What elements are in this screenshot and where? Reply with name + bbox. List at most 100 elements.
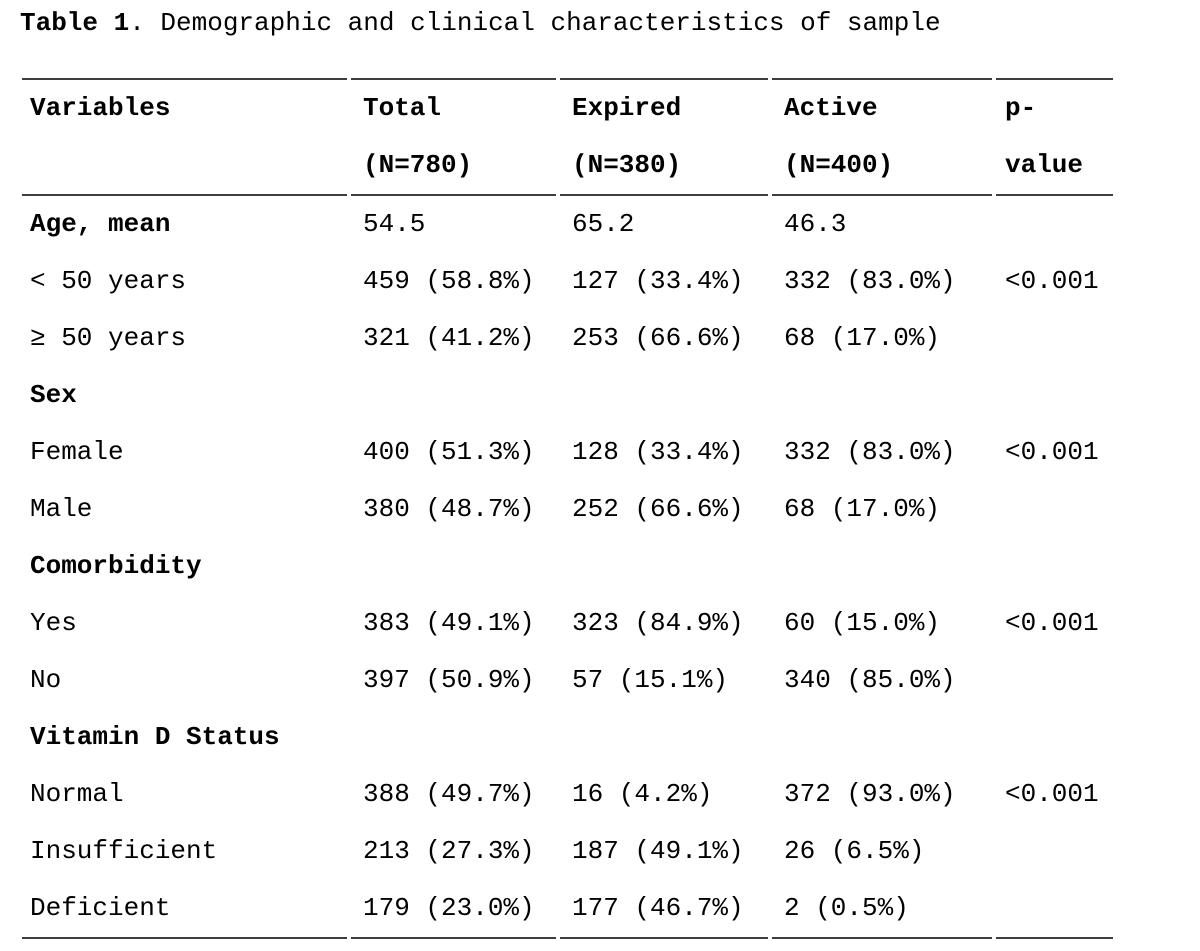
cell-expired: 253 (66.6%) (572, 323, 744, 353)
cell-total: 380 (48.7%) (363, 494, 535, 524)
cell-expired (560, 367, 768, 424)
cell-variable: ≥ 50 years (30, 323, 187, 353)
cell-variable: < 50 years (30, 266, 187, 296)
cell-pvalue (996, 196, 1113, 253)
cell-pvalue (996, 823, 1113, 880)
cell-variable: Male (30, 494, 93, 524)
cell-expired: 16 (4.2%) (572, 779, 713, 809)
cell-pvalue: <0.001 (1005, 779, 1099, 809)
cell-total: 213 (27.3%) (363, 836, 535, 866)
column-header-pvalue: p- value (996, 78, 1113, 196)
table-row: Female 400 (51.3%) 128 (33.4%) 332 (83.0%) <… (22, 424, 1113, 481)
cell-active: 2 (0.5%) (772, 880, 992, 939)
cell-expired: 187 (49.1%) (572, 836, 744, 866)
cell-pvalue (996, 652, 1113, 709)
cell-total: 459 (58.8%) (363, 266, 535, 296)
cell-pvalue (996, 367, 1113, 424)
cell-total: 321 (41.2%) (363, 323, 535, 353)
cell-expired (560, 709, 768, 766)
table-row: Deficient 179 (23.0%) 177 (46.7%) 2 (0.5%) (22, 880, 1113, 939)
column-header-variables: Variables (22, 78, 347, 196)
cell-pvalue: <0.001 (1005, 266, 1099, 296)
header-line1: Total (363, 93, 442, 123)
cell-pvalue (996, 880, 1113, 939)
cell-pvalue (996, 709, 1113, 766)
cell-active: 340 (85.0%) (784, 665, 956, 695)
header-line2: (N=380) (572, 150, 682, 180)
cell-variable: Age, mean (30, 209, 171, 239)
cell-total: 383 (49.1%) (363, 608, 535, 638)
cell-variable: No (30, 665, 62, 695)
table-row: Comorbidity (22, 538, 1113, 595)
cell-expired: 323 (84.9%) (572, 608, 744, 638)
cell-expired: 65.2 (572, 209, 635, 239)
table-row: Vitamin D Status (22, 709, 1113, 766)
column-header-active: Active (N=400) (772, 78, 992, 196)
cell-pvalue (996, 310, 1113, 367)
table-row: < 50 years 459 (58.8%) 127 (33.4%) 332 (83.… (22, 253, 1113, 310)
header-row: Variables Total (N=780) Expired (N=380) … (22, 78, 1113, 196)
table-caption: . Demographic and clinical characteristi… (129, 8, 941, 38)
cell-variable: Insufficient (30, 836, 218, 866)
column-header-expired: Expired (N=380) (560, 78, 768, 196)
table-row: No 397 (50.9%) 57 (15.1%) 340 (85.0%) (22, 652, 1113, 709)
table-body: Age, mean 54.5 65.2 46.3 < 50 years 459 (58.8… (22, 196, 1113, 939)
cell-total: 54.5 (363, 209, 426, 239)
column-header-total: Total (N=780) (351, 78, 556, 196)
table-row: ≥ 50 years 321 (41.2%) 253 (66.6%) 68 (17.0… (22, 310, 1113, 367)
cell-variable: Deficient (22, 880, 347, 939)
cell-variable: Vitamin D Status (30, 722, 280, 752)
cell-total (351, 367, 556, 424)
header-line2: (N=780) (363, 150, 473, 180)
header-line1: Variables (30, 93, 171, 123)
cell-active (772, 538, 992, 595)
header-line2 (22, 137, 347, 194)
table-row: Yes 383 (49.1%) 323 (84.9%) 60 (15.0%) <0.00… (22, 595, 1113, 652)
cell-total: 400 (51.3%) (363, 437, 535, 467)
cell-variable: Yes (30, 608, 77, 638)
cell-total (351, 538, 556, 595)
cell-expired: 57 (15.1%) (572, 665, 729, 695)
cell-active: 372 (93.0%) (784, 779, 956, 809)
cell-active: 68 (17.0%) (784, 494, 941, 524)
cell-active: 60 (15.0%) (784, 608, 941, 638)
page-title: Table 1. Demographic and clinical charac… (20, 6, 1200, 40)
cell-active: 332 (83.0%) (784, 437, 956, 467)
cell-pvalue (996, 481, 1113, 538)
cell-variable: Female (30, 437, 124, 467)
cell-total (351, 709, 556, 766)
cell-variable: Comorbidity (30, 551, 202, 581)
cell-total: 179 (23.0%) (351, 880, 556, 939)
header-line2: (N=400) (784, 150, 894, 180)
header-line1: p- (1005, 93, 1037, 123)
cell-active (772, 367, 992, 424)
cell-pvalue: <0.001 (1005, 608, 1099, 638)
cell-active (772, 709, 992, 766)
header-line1: Active (784, 93, 878, 123)
cell-expired (560, 538, 768, 595)
cell-expired: 128 (33.4%) (572, 437, 744, 467)
table-row: Insufficient 213 (27.3%) 187 (49.1%) 26 (6.… (22, 823, 1113, 880)
header-line2: value (1005, 150, 1084, 180)
cell-active: 332 (83.0%) (784, 266, 956, 296)
cell-total: 388 (49.7%) (363, 779, 535, 809)
header-line1: Expired (572, 93, 682, 123)
cell-total: 397 (50.9%) (363, 665, 535, 695)
table-row: Normal 388 (49.7%) 16 (4.2%) 372 (93.0%) <0.… (22, 766, 1113, 823)
cell-active: 26 (6.5%) (784, 836, 925, 866)
table-label: Table 1 (20, 8, 130, 38)
cell-expired: 252 (66.6%) (572, 494, 744, 524)
demographics-table: Variables Total (N=780) Expired (N=380) … (18, 78, 1117, 939)
cell-variable: Sex (30, 380, 77, 410)
cell-variable: Normal (30, 779, 124, 809)
cell-expired: 127 (33.4%) (572, 266, 744, 296)
cell-pvalue (996, 538, 1113, 595)
table-row: Age, mean 54.5 65.2 46.3 (22, 196, 1113, 253)
cell-active: 68 (17.0%) (784, 323, 941, 353)
table-header: Variables Total (N=780) Expired (N=380) … (22, 78, 1113, 196)
table-row: Sex (22, 367, 1113, 424)
cell-expired: 177 (46.7%) (560, 880, 768, 939)
table-row: Male 380 (48.7%) 252 (66.6%) 68 (17.0%) (22, 481, 1113, 538)
cell-active: 46.3 (784, 209, 847, 239)
